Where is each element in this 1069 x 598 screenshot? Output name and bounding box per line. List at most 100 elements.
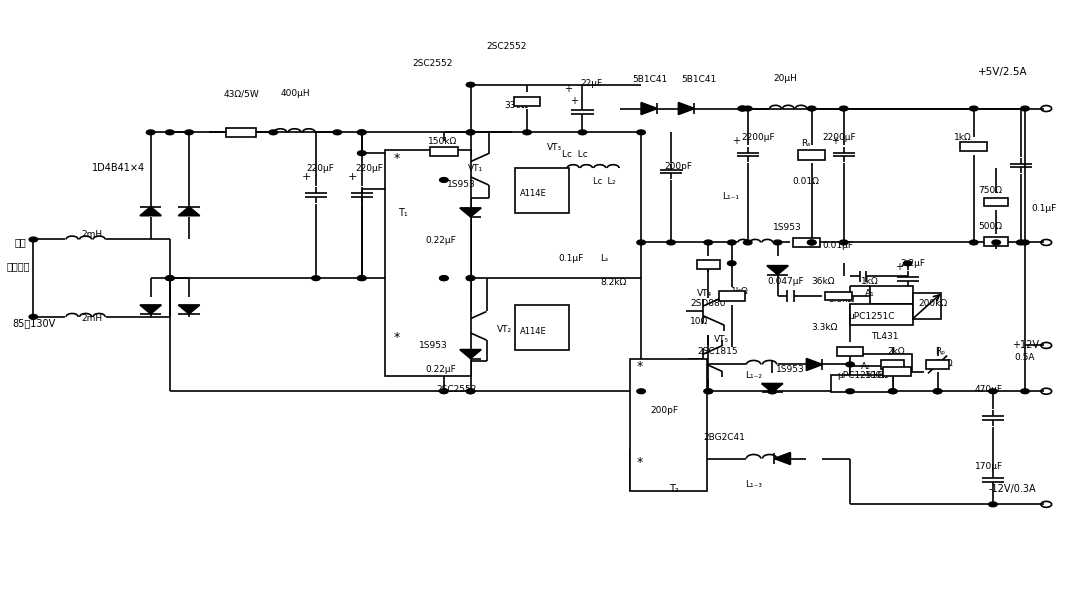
Circle shape [357, 276, 366, 280]
Text: 750Ω: 750Ω [978, 186, 1002, 195]
Circle shape [523, 130, 531, 135]
Polygon shape [806, 359, 822, 370]
Circle shape [578, 130, 587, 135]
Text: *: * [637, 456, 644, 469]
Circle shape [933, 389, 942, 393]
Text: 5B1C41: 5B1C41 [633, 75, 668, 84]
Text: 0.01Ω: 0.01Ω [792, 176, 820, 185]
Circle shape [768, 389, 776, 393]
Circle shape [933, 389, 942, 393]
Circle shape [357, 130, 366, 135]
Text: T₂: T₂ [669, 484, 679, 495]
Circle shape [637, 240, 646, 245]
Circle shape [166, 276, 174, 280]
Circle shape [743, 106, 752, 111]
Text: Rₚ: Rₚ [935, 347, 945, 356]
Text: VT₃: VT₃ [547, 143, 562, 152]
Text: 1S953: 1S953 [775, 365, 804, 374]
Text: A₁: A₁ [865, 289, 874, 298]
Circle shape [146, 130, 155, 135]
Text: 1S953: 1S953 [447, 180, 476, 189]
Text: 2mH: 2mH [81, 230, 103, 239]
Circle shape [839, 106, 848, 111]
Text: -12V/0.3A: -12V/0.3A [989, 484, 1036, 495]
Text: A114E: A114E [520, 188, 546, 197]
Text: VT₅: VT₅ [714, 335, 729, 344]
Circle shape [466, 130, 475, 135]
Text: 3.3kΩ: 3.3kΩ [811, 323, 838, 332]
Circle shape [743, 240, 752, 245]
Text: L₁₋₃: L₁₋₃ [745, 480, 762, 489]
Circle shape [466, 276, 475, 280]
Circle shape [846, 362, 854, 367]
Text: +: + [570, 96, 577, 106]
Polygon shape [761, 383, 783, 392]
Circle shape [637, 130, 646, 135]
Bar [697, 260, 721, 269]
Circle shape [768, 389, 776, 393]
Circle shape [439, 276, 448, 280]
Circle shape [739, 106, 746, 111]
Circle shape [357, 276, 366, 280]
Bar [985, 197, 1008, 206]
Circle shape [439, 389, 448, 393]
Bar [881, 360, 904, 369]
Text: 2kΩ: 2kΩ [887, 347, 905, 356]
Circle shape [1021, 240, 1029, 245]
Circle shape [807, 106, 816, 111]
Text: 交流电压: 交流电压 [6, 261, 30, 271]
Text: +5V/2.5A: +5V/2.5A [978, 66, 1027, 77]
Text: 2SD880: 2SD880 [691, 299, 726, 308]
Text: +: + [831, 136, 839, 147]
Bar [960, 142, 987, 151]
Circle shape [728, 261, 737, 266]
Circle shape [704, 389, 713, 393]
Polygon shape [641, 103, 657, 114]
Circle shape [466, 389, 475, 393]
Polygon shape [766, 266, 788, 274]
Circle shape [970, 240, 978, 245]
Circle shape [773, 240, 781, 245]
Polygon shape [179, 305, 200, 314]
Text: T₁: T₁ [398, 208, 407, 218]
Circle shape [807, 240, 816, 245]
Text: 1kΩ: 1kΩ [731, 288, 748, 297]
Bar [883, 367, 911, 376]
Text: +: + [564, 84, 572, 94]
Text: *: * [637, 361, 644, 373]
Text: 200pF: 200pF [665, 163, 693, 172]
Text: 170μF: 170μF [975, 462, 1003, 471]
Polygon shape [140, 207, 161, 216]
Text: A114E: A114E [520, 327, 546, 336]
Text: 36kΩ: 36kΩ [811, 277, 835, 286]
Circle shape [29, 237, 37, 242]
Circle shape [439, 178, 448, 182]
Bar [850, 304, 913, 325]
Circle shape [992, 240, 1001, 245]
Circle shape [466, 83, 475, 87]
Polygon shape [179, 207, 200, 216]
Text: 150kΩ: 150kΩ [428, 137, 458, 146]
Text: 200pF: 200pF [651, 407, 679, 416]
Text: 2mH: 2mH [81, 313, 103, 322]
Text: 8.2kΩ: 8.2kΩ [601, 278, 626, 287]
Circle shape [166, 276, 174, 280]
Bar [824, 292, 852, 300]
Text: A₂: A₂ [861, 362, 870, 371]
Text: +: + [303, 172, 311, 182]
Circle shape [466, 130, 475, 135]
Text: 1kΩ: 1kΩ [954, 133, 972, 142]
Text: 0.22μF: 0.22μF [425, 236, 456, 245]
Circle shape [970, 106, 978, 111]
Bar [985, 237, 1008, 246]
Circle shape [704, 389, 713, 393]
Circle shape [903, 261, 912, 266]
Bar [926, 360, 949, 369]
Text: 220μF: 220μF [307, 163, 335, 173]
Circle shape [888, 389, 897, 393]
Bar [227, 127, 257, 137]
Circle shape [312, 276, 321, 280]
Bar [799, 150, 825, 160]
Text: 2SC2552: 2SC2552 [486, 41, 527, 50]
Polygon shape [140, 305, 161, 314]
